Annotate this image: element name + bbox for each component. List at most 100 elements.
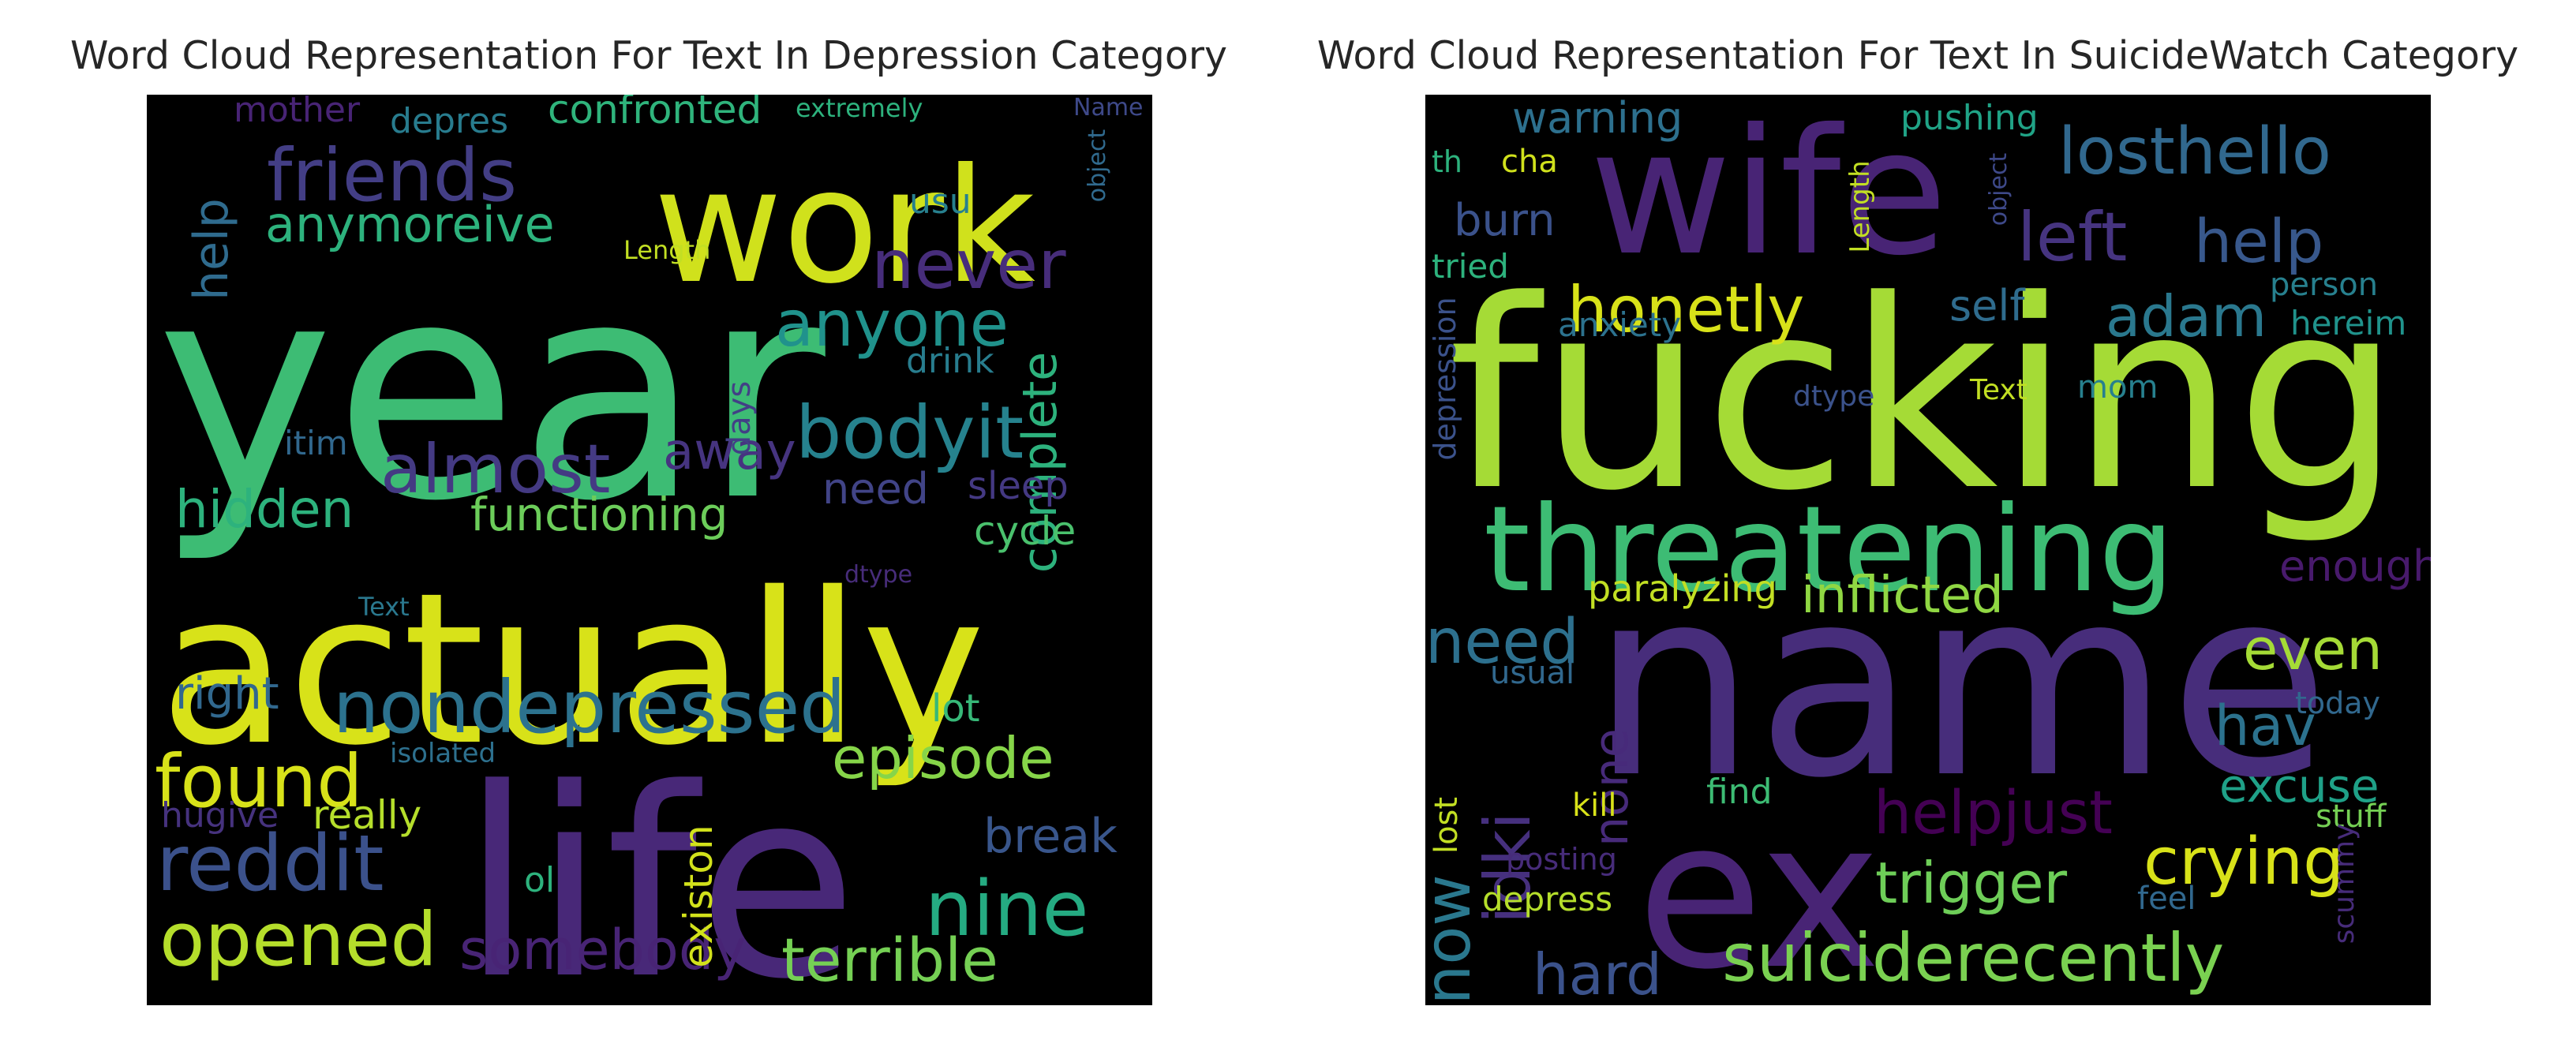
word-scummy: scummy	[2328, 824, 2361, 944]
word-enough: enough	[2279, 541, 2431, 591]
word-object: object	[1985, 153, 2012, 226]
word-reddit: reddit	[156, 819, 384, 909]
word-self: self	[1949, 281, 2026, 331]
word-name: name	[1591, 532, 2330, 835]
word-nondepressed: nondepressed	[333, 665, 846, 750]
word-drink: drink	[906, 341, 994, 381]
word-somebody: somebody	[459, 918, 747, 982]
word-actually: actually	[159, 548, 985, 791]
word-year: year	[156, 217, 829, 567]
word-kill: kill	[1572, 787, 1617, 824]
word-help: help	[184, 198, 239, 301]
word-dtype: dtype	[1793, 380, 1874, 413]
word-really: really	[313, 792, 421, 838]
word-help: help	[2194, 206, 2323, 276]
word-isolated: isolated	[390, 738, 496, 769]
word-stuff: stuff	[2316, 799, 2387, 835]
word-hard: hard	[1533, 941, 1662, 1005]
word-name: Name	[1073, 95, 1144, 122]
word-th: th	[1432, 144, 1462, 179]
word-know: know	[1425, 874, 1485, 1005]
word-burn: burn	[1454, 195, 1556, 246]
word-length: Length	[623, 235, 710, 265]
word-hidden: hidden	[175, 479, 354, 540]
word-inflicted: inflicted	[1801, 567, 2004, 625]
word-confronted: confronted	[548, 95, 762, 133]
word-almost: almost	[380, 430, 611, 509]
word-found: found	[155, 739, 363, 824]
word-left: left	[2017, 198, 2127, 277]
word-days: days	[721, 381, 758, 455]
word-adam: adam	[2106, 283, 2267, 350]
word-anymoreive: anymoreive	[265, 196, 555, 253]
word-none: none	[1584, 728, 1639, 847]
word-object: object	[1084, 129, 1111, 203]
word-usual: usual	[1490, 655, 1574, 691]
word-episode: episode	[832, 725, 1054, 791]
word-threatening: threatening	[1484, 481, 2174, 619]
word-anxiety: anxiety	[1558, 305, 1681, 344]
word-ex: ex	[1637, 776, 1881, 1005]
word-break: break	[983, 809, 1118, 864]
word-hereim: hereim	[2290, 304, 2406, 342]
word-idki: idki	[1471, 812, 1544, 924]
word-hugive: hugive	[161, 795, 279, 836]
word-cycle: cycle	[974, 508, 1076, 554]
word-honetly: honetly	[1567, 273, 1805, 346]
word-trigger: trigger	[1875, 850, 2068, 916]
word-right: right	[175, 668, 279, 720]
word-need: need	[822, 464, 929, 514]
word-crying: crying	[2144, 825, 2344, 900]
word-today: today	[2295, 686, 2380, 720]
left-chart-title: Word Cloud Representation For Text In De…	[70, 33, 1227, 78]
word-paralyzing: paralyzing	[1588, 567, 1777, 610]
word-bodyit: bodyit	[796, 391, 1024, 475]
word-extremely: extremely	[796, 95, 923, 123]
word-usu: usu	[909, 181, 972, 222]
right-chart-title: Word Cloud Representation For Text In Su…	[1316, 33, 2519, 78]
word-person: person	[2270, 267, 2378, 303]
word-posting: posting	[1506, 842, 1617, 877]
word-hav: hav	[2215, 694, 2316, 758]
word-never: never	[871, 226, 1066, 305]
word-length: Length	[1844, 160, 1876, 252]
word-lot: lot	[931, 686, 980, 731]
word-life: life	[461, 733, 858, 1005]
word-lost: lost	[1428, 797, 1465, 854]
word-warning: warning	[1512, 95, 1683, 143]
word-functioning: functioning	[470, 488, 728, 541]
word-opened: opened	[159, 897, 437, 983]
word-text: Text	[1969, 374, 2027, 406]
word-losthello: losthello	[2058, 114, 2331, 189]
word-cha: cha	[1501, 144, 1558, 180]
word-need: need	[1425, 607, 1579, 678]
word-terrible: terrible	[781, 925, 998, 995]
word-existon: existon	[676, 825, 721, 967]
word-sleep: sleep	[968, 464, 1069, 508]
word-text: Text	[358, 592, 410, 622]
word-friends: friends	[267, 133, 517, 218]
word-wife: wife	[1589, 95, 1948, 294]
word-tried: tried	[1432, 247, 1509, 286]
word-excuse: excuse	[2219, 759, 2379, 813]
word-mom: mom	[2077, 369, 2158, 406]
word-find: find	[1706, 772, 1773, 812]
word-itim: itim	[284, 424, 348, 462]
word-pushing: pushing	[1900, 98, 2039, 138]
word-dtype: dtype	[844, 561, 912, 589]
word-work: work	[653, 135, 1035, 319]
word-nine: nine	[925, 865, 1088, 953]
word-fucking: fucking	[1447, 245, 2401, 548]
word-helpjust: helpjust	[1874, 777, 2113, 847]
word-even: even	[2243, 616, 2383, 683]
word-mother: mother	[234, 95, 361, 130]
word-depression: depression	[1428, 297, 1462, 460]
word-complete: complete	[1013, 352, 1068, 573]
word-depress: depress	[1482, 880, 1612, 918]
word-feel: feel	[2137, 881, 2196, 917]
word-depres: depres	[390, 101, 508, 141]
word-anyone: anyone	[775, 287, 1009, 361]
